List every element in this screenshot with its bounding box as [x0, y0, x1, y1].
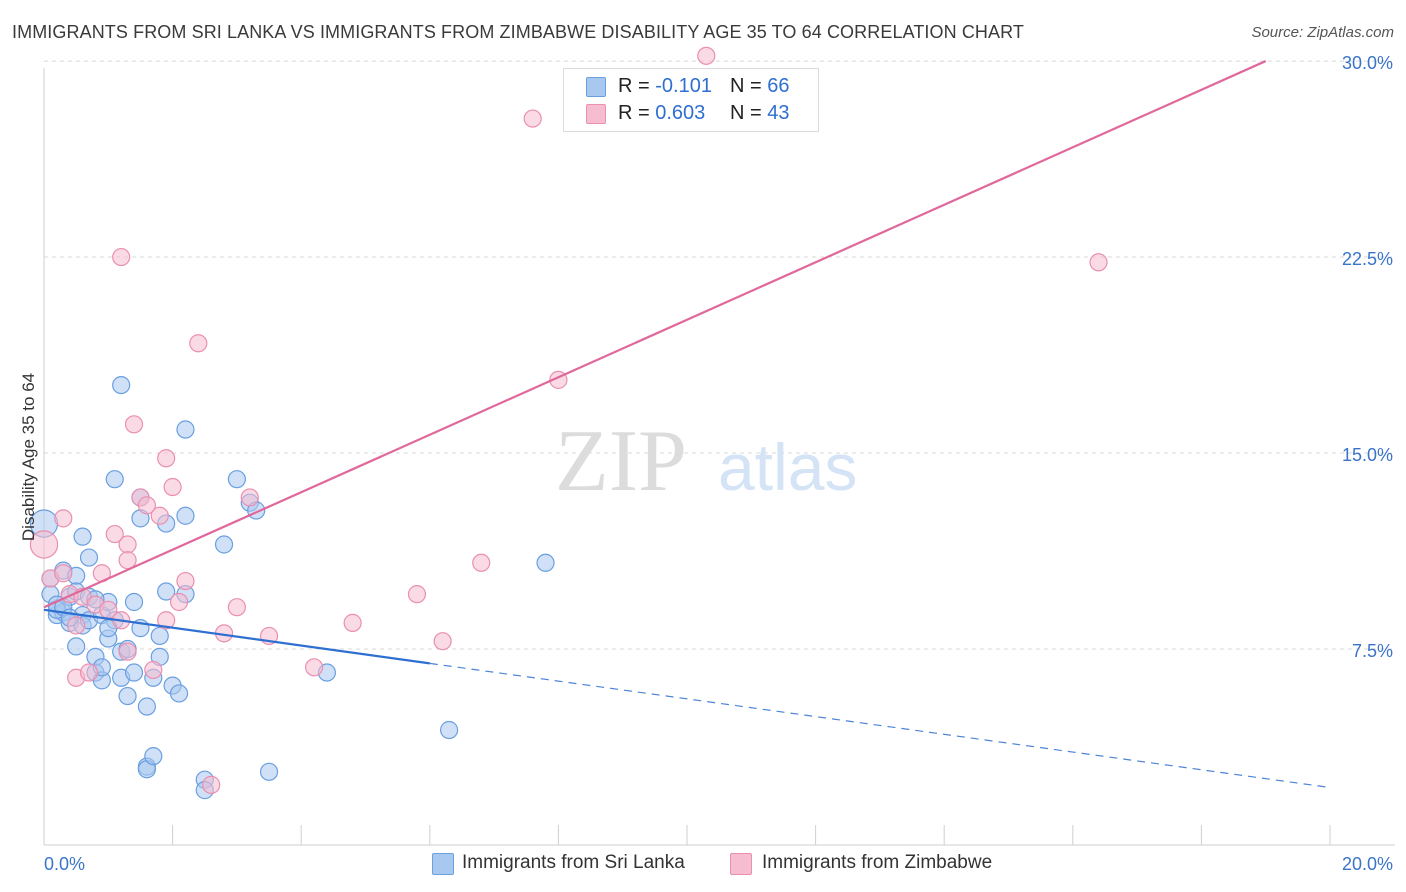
point-zimbabwe	[67, 616, 86, 635]
y-tick-label: 30.0%	[1342, 53, 1393, 73]
point-zimbabwe	[176, 571, 195, 591]
legend-r-value-zimbabwe: 0.603	[655, 102, 706, 124]
point-sri-lanka	[144, 747, 163, 766]
trend-line-zimbabwe	[43, 60, 1267, 609]
point-zimbabwe	[118, 642, 137, 661]
y-tick-label: 7.5%	[1352, 641, 1393, 661]
axes	[43, 68, 1395, 846]
legend-n-value-zimbabwe: 43	[767, 102, 790, 124]
point-sri-lanka	[227, 470, 246, 489]
point-zimbabwe	[79, 663, 99, 682]
legend-n-label: N =	[730, 75, 762, 97]
point-sri-lanka	[169, 684, 189, 703]
point-sri-lanka	[176, 420, 195, 439]
legend-row-zimbabwe: R = 0.603	[618, 102, 705, 125]
legend-n-zimbabwe: N = 43	[730, 102, 790, 125]
point-sri-lanka	[150, 626, 169, 646]
point-sri-lanka	[137, 697, 156, 716]
legend-n-sri-lanka: N = 66	[730, 75, 790, 98]
y-axis-title: Disability Age 35 to 64	[19, 373, 38, 541]
point-zimbabwe	[433, 632, 452, 651]
legend-swatch-zimbabwe	[586, 104, 606, 124]
legend-r-label: R =	[618, 75, 650, 97]
series-label-sri-lanka: Immigrants from Sri Lanka	[462, 852, 685, 873]
point-sri-lanka	[536, 553, 555, 572]
point-zimbabwe	[150, 506, 169, 525]
point-sri-lanka	[214, 535, 234, 554]
watermark: ZIP atlas	[555, 413, 857, 510]
point-zimbabwe	[697, 46, 716, 65]
watermark-zip: ZIP	[555, 413, 687, 510]
point-sri-lanka	[79, 548, 99, 567]
point-zimbabwe	[189, 334, 208, 353]
point-zimbabwe	[304, 658, 324, 677]
point-zimbabwe	[472, 553, 491, 572]
axis-labels: Disability Age 35 to 64 7.5% 15.0% 22.5% 30…	[19, 53, 1393, 874]
point-sri-lanka	[124, 663, 144, 682]
point-zimbabwe	[54, 564, 73, 583]
legend-row-sri-lanka: R = -0.101	[618, 75, 712, 98]
correlation-legend: R = -0.101 N = 66 R = 0.603 N = 43	[563, 68, 819, 132]
watermark-atlas: atlas	[718, 430, 857, 504]
point-zimbabwe	[523, 109, 542, 128]
point-zimbabwe	[157, 611, 176, 630]
point-zimbabwe	[105, 524, 124, 544]
point-sri-lanka	[112, 375, 131, 395]
trend-line-sri-lanka	[43, 608, 430, 665]
point-zimbabwe	[144, 660, 163, 680]
point-sri-lanka	[439, 720, 459, 740]
chart-source: Source: ZipAtlas.com	[1251, 24, 1394, 41]
point-sri-lanka	[176, 506, 195, 525]
point-zimbabwe	[124, 415, 144, 434]
legend-swatch-sri-lanka	[586, 77, 606, 97]
legend-n-label: N =	[730, 102, 762, 124]
x-tick-label: 20.0%	[1342, 854, 1393, 874]
trend-lines	[43, 60, 1331, 789]
gridlines	[44, 60, 1395, 650]
point-zimbabwe	[227, 598, 246, 617]
point-zimbabwe	[240, 488, 259, 507]
chart-title: IMMIGRANTS FROM SRI LANKA VS IMMIGRANTS …	[12, 22, 1025, 42]
point-sri-lanka	[157, 582, 176, 601]
point-zimbabwe	[1089, 253, 1108, 272]
point-zimbabwe	[54, 509, 73, 528]
point-zimbabwe	[29, 530, 59, 559]
series-label-zimbabwe: Immigrants from Zimbabwe	[762, 852, 993, 873]
point-zimbabwe	[202, 775, 221, 794]
point-sri-lanka	[105, 470, 124, 489]
point-sri-lanka	[124, 592, 144, 612]
point-zimbabwe	[157, 449, 176, 468]
y-tick-label: 22.5%	[1342, 249, 1393, 269]
legend-r-label: R =	[618, 102, 650, 124]
series-swatch-sri-lanka	[432, 853, 454, 875]
point-zimbabwe	[169, 592, 189, 612]
point-zimbabwe	[163, 477, 182, 497]
y-tick-label: 15.0%	[1342, 445, 1393, 465]
point-sri-lanka	[73, 527, 92, 546]
point-sri-lanka	[259, 762, 279, 781]
point-zimbabwe	[407, 585, 427, 604]
point-sri-lanka	[118, 686, 137, 706]
point-zimbabwe	[118, 535, 137, 554]
legend-r-value-sri-lanka: -0.101	[655, 75, 712, 97]
point-sri-lanka	[67, 637, 86, 656]
x-tick-label: 0.0%	[44, 854, 85, 874]
legend-n-value-sri-lanka: 66	[767, 75, 790, 97]
point-zimbabwe	[137, 496, 156, 515]
series-swatch-zimbabwe	[730, 853, 752, 875]
data-points	[29, 46, 1108, 800]
trend-extension-sri-lanka	[429, 662, 1331, 789]
point-zimbabwe	[343, 613, 362, 632]
point-zimbabwe	[112, 247, 131, 267]
